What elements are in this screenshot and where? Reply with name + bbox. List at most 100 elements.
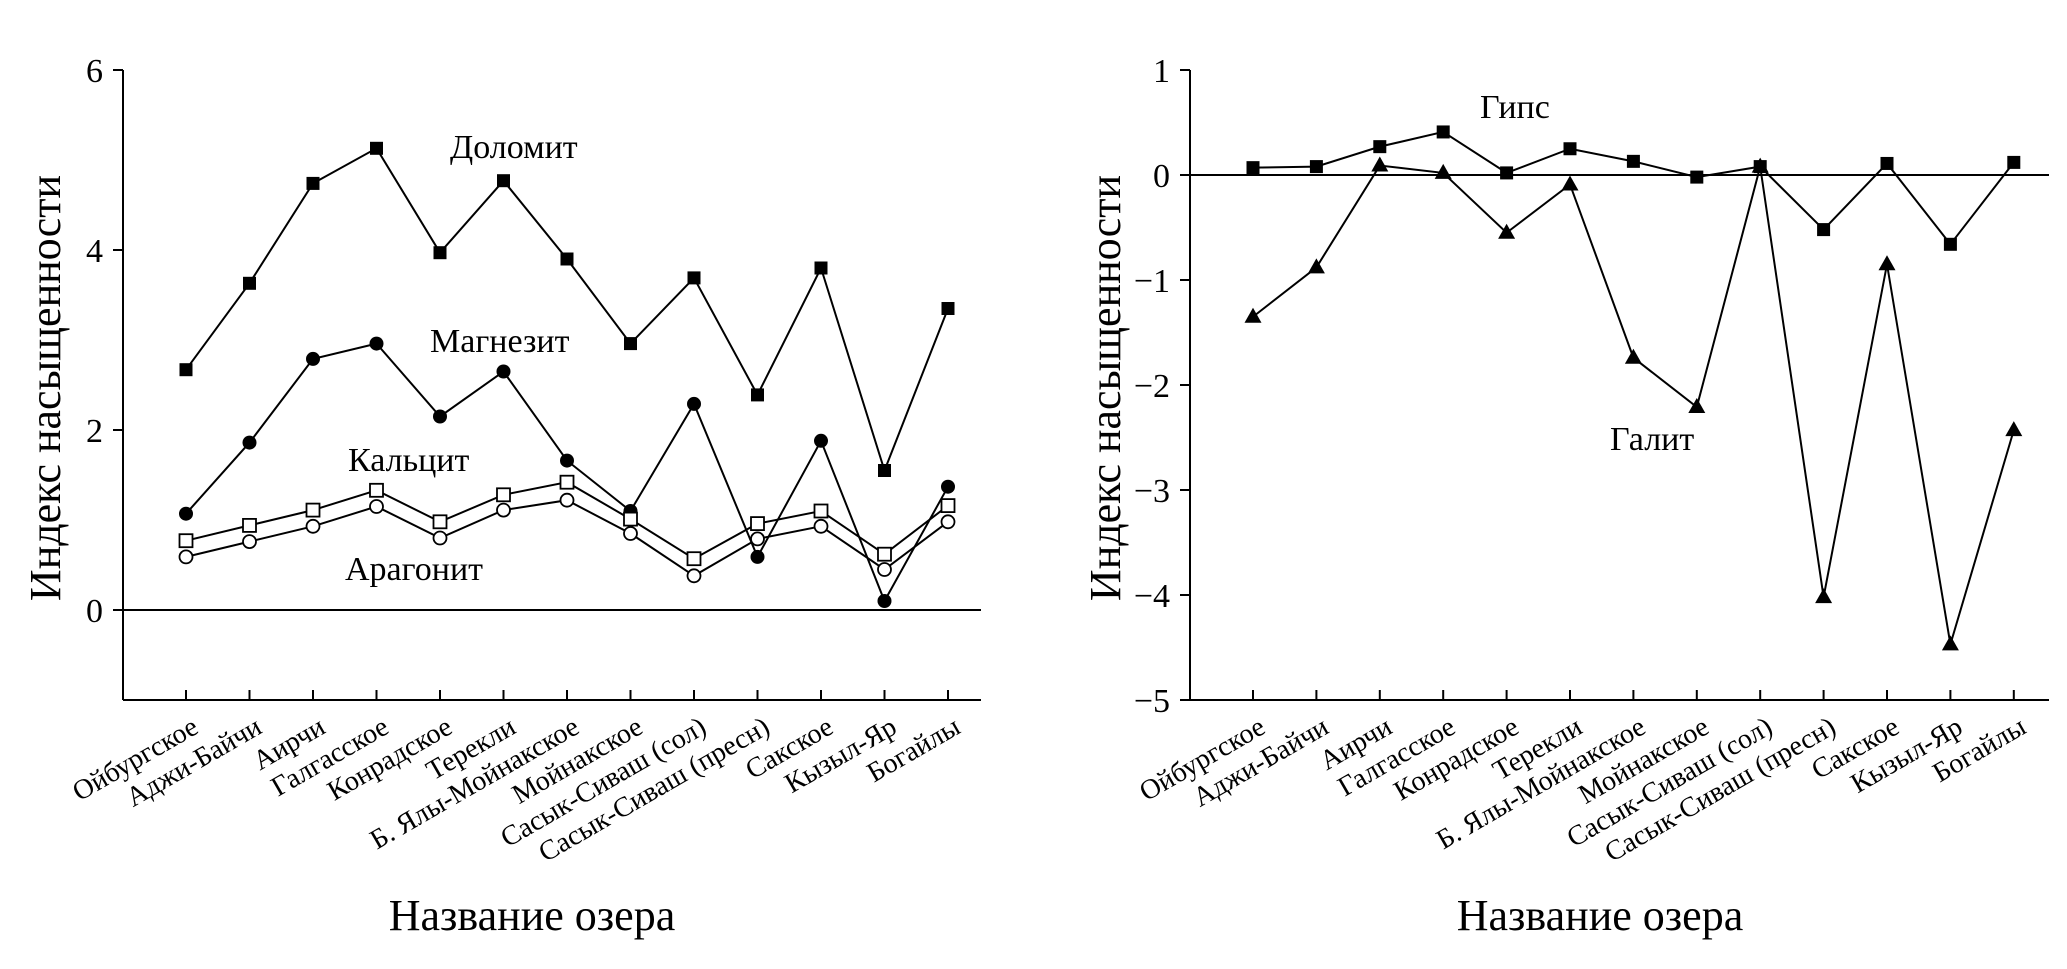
left-point-кальцит [940, 498, 956, 514]
left-series-магнезит: Магнезит [179, 323, 955, 608]
left-point-магнезит [433, 409, 447, 424]
right-y-axis-title: Индекс насыщенности [1081, 175, 1130, 601]
right-point-галит [1878, 255, 1896, 271]
left-point-кальцит [559, 474, 575, 490]
left-series-арагонит: Арагонит [178, 492, 956, 588]
left-point-кальцит [750, 516, 765, 531]
left-x-axis-title: Название озера [389, 891, 675, 940]
right-point-галит [1688, 398, 1706, 414]
right-x-axis-title: Название озера [1457, 891, 1743, 940]
left-point-кальцит [432, 514, 448, 530]
right-series-label-галит: Галит [1610, 421, 1694, 458]
right-point-галит [1244, 307, 1262, 323]
left-point-арагонит [877, 562, 892, 577]
right-point-гипс [1690, 170, 1704, 184]
left-point-арагонит [178, 549, 194, 565]
left-point-доломит [814, 261, 828, 275]
left-point-арагонит [496, 502, 511, 518]
left-point-арагонит [623, 526, 638, 541]
right-point-гипс [1436, 125, 1450, 139]
right-point-гипс [1373, 140, 1387, 154]
right-y-tick-label: −3 [1134, 473, 1170, 510]
left-point-кальцит [178, 533, 194, 549]
right-series-гипс: Гипс [1246, 89, 2021, 251]
left-point-доломит [560, 252, 574, 266]
left-series-label-магнезит: Магнезит [430, 323, 570, 360]
right-y-tick-label: −5 [1134, 683, 1170, 720]
right-series-line-галит [1252, 164, 2015, 645]
right-y-tick-label: −2 [1134, 368, 1170, 405]
left-point-арагонит [559, 492, 575, 508]
left-point-арагонит [369, 499, 384, 514]
right-point-гипс [1880, 156, 1894, 170]
left-y-tick-label: 2 [86, 413, 103, 450]
right-y-tick-label: 1 [1153, 53, 1170, 90]
left-point-арагонит [242, 534, 257, 549]
left-point-магнезит [242, 435, 257, 450]
right-point-галит [1307, 258, 1325, 274]
left-point-магнезит [306, 351, 320, 366]
left-point-кальцит [877, 546, 892, 562]
left-point-магнезит [369, 336, 384, 351]
left-chart: 0246ОйбургскоеАджи-БайчиАирчиГалгасскоеК… [21, 53, 981, 940]
left-point-доломит [878, 464, 891, 477]
right-point-галит [1751, 157, 1769, 173]
right-y-tick-label: −1 [1134, 263, 1170, 300]
right-point-галит [1624, 348, 1642, 364]
left-point-доломит [370, 141, 383, 155]
left-series-line-арагонит [185, 499, 949, 577]
left-y-tick-label: 6 [86, 53, 103, 90]
left-point-доломит [179, 363, 193, 377]
left-point-доломит [941, 302, 955, 315]
right-chart: −5−4−3−2−101ОйбургскоеАджи-БайчиАирчиГал… [1081, 53, 2049, 940]
right-point-гипс [1943, 237, 1957, 251]
right-y-tick-label: 0 [1153, 158, 1170, 195]
right-point-галит [1815, 588, 1833, 604]
right-point-галит [1434, 163, 1452, 179]
left-series-line-доломит [185, 146, 949, 474]
left-point-арагонит [750, 531, 765, 547]
left-point-магнезит [877, 594, 892, 608]
left-point-доломит [624, 337, 637, 351]
left-y-tick-label: 0 [86, 593, 103, 630]
right-point-галит [1371, 156, 1389, 172]
left-series-label-кальцит: Кальцит [348, 442, 469, 479]
left-point-кальцит [242, 518, 257, 533]
left-point-доломит [306, 176, 320, 190]
left-point-магнезит [496, 364, 511, 379]
right-point-гипс [1309, 160, 1323, 174]
right-point-галит [1498, 223, 1516, 239]
left-point-кальцит [369, 482, 384, 498]
left-series-line-магнезит [185, 342, 949, 604]
left-point-кальцит [623, 511, 638, 527]
left-point-доломит [497, 174, 510, 188]
left-point-магнезит [687, 396, 701, 411]
left-point-доломит [751, 388, 764, 402]
right-series-line-гипс [1252, 130, 2015, 246]
left-point-арагонит [305, 518, 321, 534]
left-point-арагонит [432, 530, 448, 546]
left-point-магнезит [941, 479, 955, 494]
left-point-арагонит [940, 514, 956, 530]
right-point-галит [1941, 635, 1959, 651]
left-point-доломит [243, 276, 256, 290]
right-point-гипс [1246, 161, 1260, 175]
left-point-кальцит [686, 551, 702, 567]
right-point-галит [1561, 175, 1579, 191]
right-point-гипс [1626, 154, 1640, 168]
left-point-доломит [687, 271, 701, 285]
left-point-магнезит [179, 506, 193, 521]
right-y-tick-label: −4 [1134, 578, 1170, 615]
left-point-кальцит [813, 503, 829, 519]
left-point-арагонит [686, 568, 702, 584]
left-point-кальцит [496, 487, 511, 503]
left-point-магнезит [814, 433, 828, 448]
right-series-галит: Галит [1244, 156, 2023, 651]
left-point-арагонит [813, 518, 829, 534]
right-point-гипс [1563, 142, 1577, 156]
left-point-магнезит [750, 549, 765, 564]
right-series-label-гипс: Гипс [1480, 89, 1550, 126]
left-series-label-арагонит: Арагонит [345, 551, 483, 588]
left-point-кальцит [305, 502, 321, 518]
